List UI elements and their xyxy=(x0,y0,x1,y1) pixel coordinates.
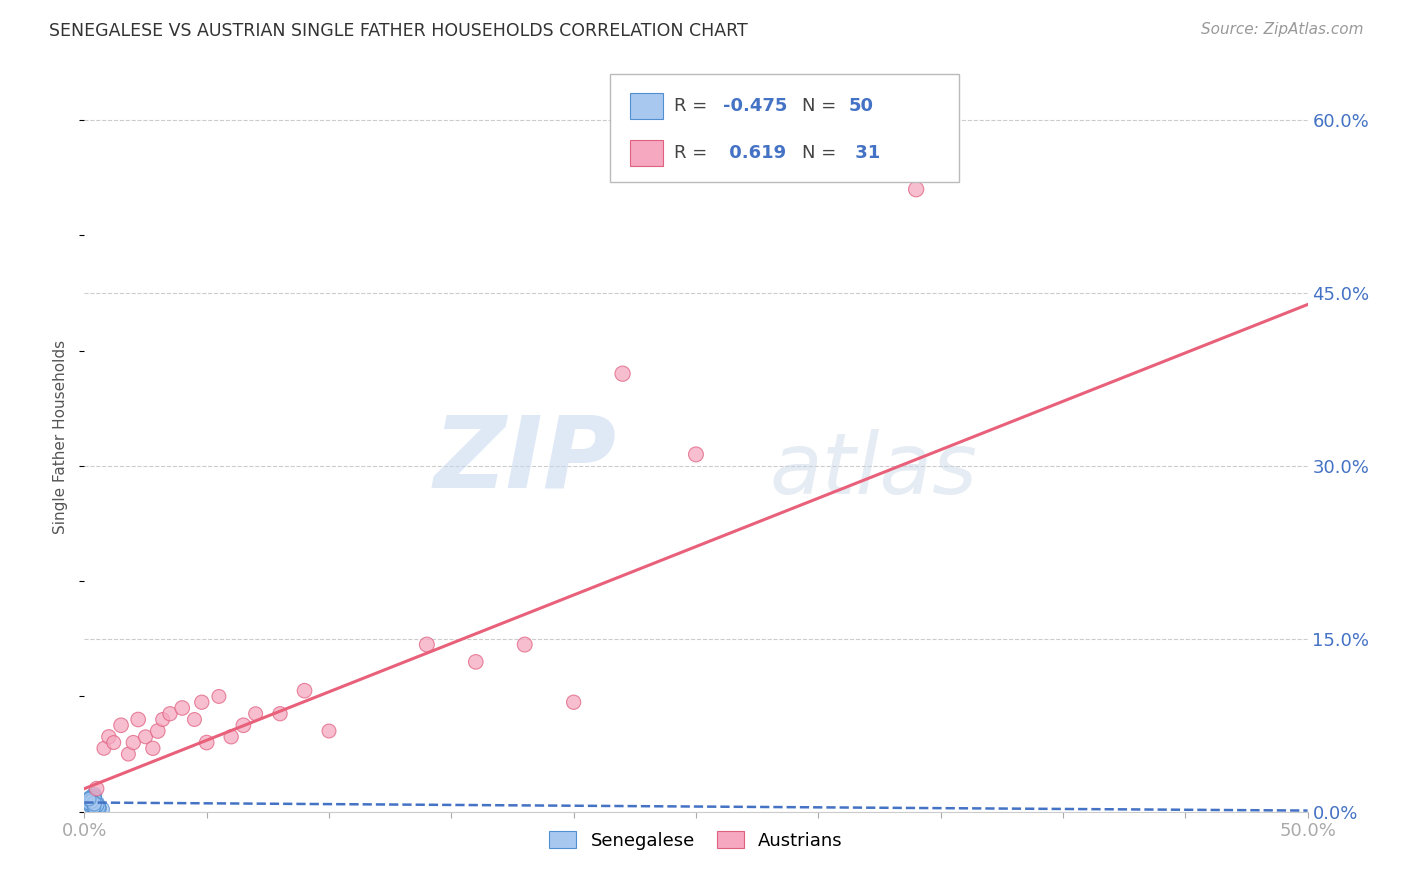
Text: R =: R = xyxy=(673,145,713,162)
Text: N =: N = xyxy=(803,97,842,115)
Point xyxy=(80,793,103,807)
Point xyxy=(86,800,108,814)
Point xyxy=(103,735,125,749)
Point xyxy=(83,797,105,812)
Point xyxy=(135,730,157,744)
Text: -0.475: -0.475 xyxy=(723,97,787,115)
Point xyxy=(562,695,585,709)
Point xyxy=(152,713,174,727)
Point xyxy=(86,799,108,814)
Point xyxy=(77,794,100,808)
Text: 50: 50 xyxy=(849,97,875,115)
Point xyxy=(77,796,100,810)
Point xyxy=(93,741,115,756)
Point xyxy=(86,797,108,812)
Point xyxy=(464,655,486,669)
Point xyxy=(86,801,108,815)
Text: 0.619: 0.619 xyxy=(723,145,786,162)
Point xyxy=(172,701,194,715)
Point xyxy=(87,801,110,815)
Point xyxy=(87,800,110,814)
Point xyxy=(77,790,100,805)
Point xyxy=(77,790,100,805)
Point xyxy=(80,793,103,807)
Point xyxy=(685,447,707,461)
Point xyxy=(232,718,254,732)
FancyBboxPatch shape xyxy=(630,93,664,119)
Point xyxy=(86,797,108,812)
Point xyxy=(77,794,100,808)
Point xyxy=(83,792,105,806)
Point xyxy=(110,718,132,732)
Point xyxy=(83,789,105,804)
Point xyxy=(77,792,100,806)
Point xyxy=(83,794,105,808)
Point xyxy=(294,683,316,698)
Point xyxy=(77,796,100,810)
Point xyxy=(83,797,105,811)
Point xyxy=(87,801,110,815)
Point xyxy=(191,695,214,709)
Point xyxy=(142,741,165,756)
Point xyxy=(122,735,145,749)
FancyBboxPatch shape xyxy=(610,74,959,182)
Point xyxy=(80,792,103,806)
Point xyxy=(86,799,108,814)
Point xyxy=(80,796,103,810)
Point xyxy=(83,799,105,814)
Point xyxy=(905,182,928,196)
Point xyxy=(83,799,105,814)
Point xyxy=(83,799,105,814)
Point xyxy=(83,796,105,810)
Point xyxy=(80,793,103,807)
Point xyxy=(416,638,439,652)
Point xyxy=(83,800,105,814)
Point xyxy=(80,794,103,808)
Y-axis label: Single Father Households: Single Father Households xyxy=(53,340,69,534)
Text: 31: 31 xyxy=(849,145,880,162)
Text: N =: N = xyxy=(803,145,842,162)
Text: Source: ZipAtlas.com: Source: ZipAtlas.com xyxy=(1201,22,1364,37)
Text: SENEGALESE VS AUSTRIAN SINGLE FATHER HOUSEHOLDS CORRELATION CHART: SENEGALESE VS AUSTRIAN SINGLE FATHER HOU… xyxy=(49,22,748,40)
Point xyxy=(83,796,105,810)
Point xyxy=(245,706,267,721)
Text: ZIP: ZIP xyxy=(433,411,616,508)
Point xyxy=(318,724,340,739)
Point xyxy=(219,730,242,744)
Point xyxy=(80,797,103,812)
Point xyxy=(146,724,169,739)
Point xyxy=(195,735,218,749)
Point xyxy=(269,706,291,721)
Point xyxy=(86,800,108,814)
Point xyxy=(117,747,139,761)
Point xyxy=(97,730,120,744)
Point xyxy=(80,790,103,805)
Point xyxy=(86,781,108,796)
Point xyxy=(127,713,149,727)
Point xyxy=(183,713,205,727)
Point xyxy=(86,797,108,812)
Point xyxy=(83,788,105,802)
Text: atlas: atlas xyxy=(769,429,977,512)
Point xyxy=(80,794,103,808)
Point xyxy=(87,802,110,816)
Point xyxy=(208,690,231,704)
Point xyxy=(80,801,103,815)
Point xyxy=(77,797,100,811)
Point xyxy=(86,797,108,811)
Text: R =: R = xyxy=(673,97,713,115)
Point xyxy=(513,638,536,652)
Point xyxy=(159,706,181,721)
Point xyxy=(83,797,105,811)
Point xyxy=(83,797,105,811)
Point xyxy=(87,800,110,814)
Point xyxy=(77,793,100,807)
FancyBboxPatch shape xyxy=(630,140,664,166)
Point xyxy=(80,789,103,804)
Legend: Senegalese, Austrians: Senegalese, Austrians xyxy=(540,822,852,859)
Point xyxy=(612,367,634,381)
Point xyxy=(80,792,103,806)
Point xyxy=(90,802,112,816)
